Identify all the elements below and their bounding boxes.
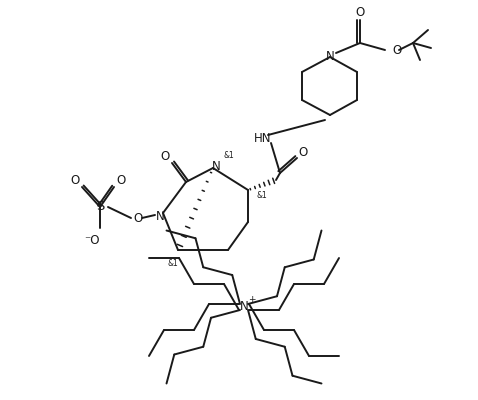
Text: O: O (355, 6, 365, 18)
Text: N: N (156, 210, 164, 222)
Text: HN: HN (254, 132, 272, 144)
Text: N: N (239, 300, 249, 314)
Text: &1: &1 (168, 260, 178, 268)
Text: O: O (116, 174, 126, 186)
Text: +: + (248, 294, 256, 304)
Text: N: N (212, 160, 220, 172)
Text: N: N (326, 50, 335, 64)
Text: O: O (161, 150, 170, 162)
Text: O: O (70, 174, 80, 186)
Text: &1: &1 (224, 152, 234, 160)
Text: O: O (392, 44, 401, 56)
Text: O: O (298, 146, 308, 158)
Text: &1: &1 (257, 192, 267, 200)
Text: ⁻O: ⁻O (84, 234, 100, 246)
Text: S: S (96, 200, 104, 214)
Text: O: O (133, 212, 142, 224)
